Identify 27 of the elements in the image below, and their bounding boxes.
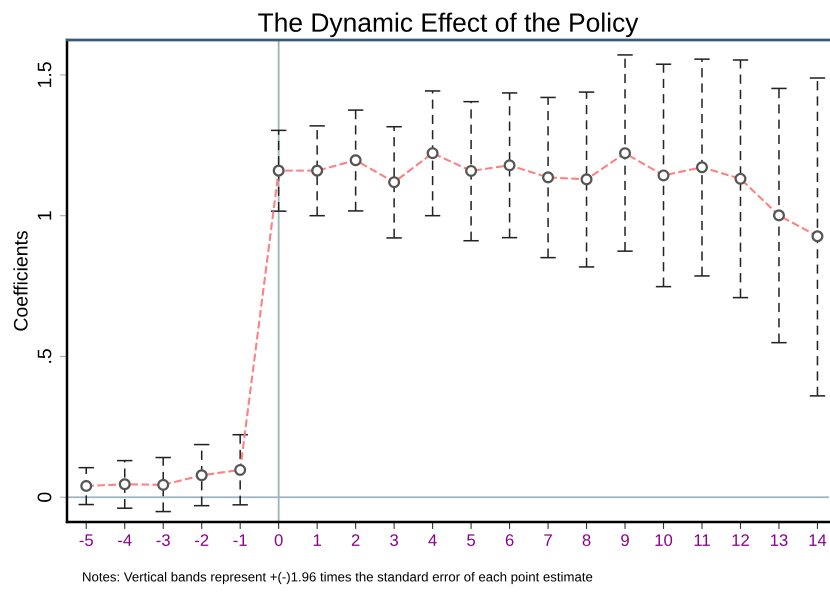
chart-title: The Dynamic Effect of the Policy (258, 12, 638, 38)
x-tick-label: 6 (506, 534, 514, 546)
x-tick-label: 5 (467, 534, 476, 546)
x-tick-label: 4 (428, 534, 437, 546)
x-tick-label: 9 (621, 534, 629, 546)
x-tick-label: 11 (694, 534, 710, 546)
x-tick-label: 0 (274, 534, 283, 546)
text: Notes: Vertical bands represent +(-)1.96 times the standard error of each point estimate (83, 572, 592, 584)
x-tick-label: 8 (582, 534, 590, 546)
y-tick-label: 0 (38, 492, 52, 502)
y-axis-title: Coefficients (13, 231, 28, 331)
x-tick-label: 12 (732, 534, 749, 546)
x-tick-label: -3 (156, 534, 170, 546)
x-tick-label: -1 (234, 534, 247, 546)
x-tick-label: 3 (390, 534, 398, 546)
x-tick-label: -5 (80, 534, 93, 546)
x-tick-label: 10 (656, 534, 672, 546)
y-tick-label: .5 (38, 349, 52, 363)
x-tick-label: 1 (314, 534, 321, 546)
x-tick-label: 14 (809, 534, 826, 546)
y-tick-label: 1 (38, 211, 52, 220)
x-tick-label: 13 (770, 534, 788, 546)
x-tick-label: -4 (118, 534, 132, 546)
x-tick-label: -2 (195, 534, 208, 546)
y-tick-label: 1.5 (38, 62, 52, 87)
x-tick-label: 2 (352, 534, 360, 546)
x-tick-label: 7 (544, 534, 552, 546)
